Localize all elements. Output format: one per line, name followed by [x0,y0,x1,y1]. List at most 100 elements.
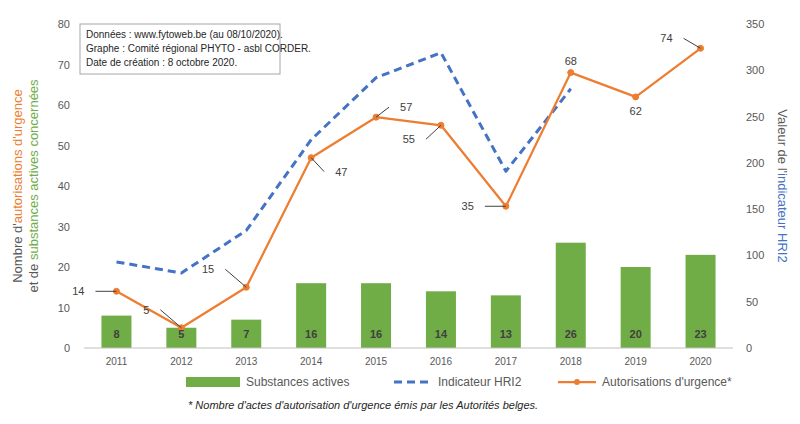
tick-mark [733,301,736,302]
y-tick-label: 20 [58,261,70,273]
y-axis-title-part: autorisations d'urgence [10,89,25,223]
y-tick-label: 0 [64,342,70,354]
bar-label: 5 [178,328,184,340]
line-label: 68 [565,55,577,67]
leader-line [684,38,701,48]
bar [296,283,326,348]
tick-mark [81,267,84,268]
x-tick-label: 2018 [560,356,583,367]
y2-tick-label: 300 [746,64,764,76]
y-tick-label: 30 [58,221,70,233]
plot-area [101,45,715,348]
y2-axis-title: Valeur de l'indicateur HRI2 [775,109,790,262]
leader-line [376,107,389,117]
leader-line [160,310,181,328]
x-tick-label: 2013 [235,356,258,367]
data-labels: 857161614132620231451547575535686274 [72,32,706,340]
tick-mark [733,209,736,210]
y2-axis-title-part: Valeur de l' [775,109,790,173]
line-label: 5 [143,304,149,316]
bar-label: 20 [630,328,642,340]
line-label: 55 [403,133,415,145]
legend-label: Substances actives [246,375,349,389]
tick-mark [81,348,84,349]
y2-tick-label: 200 [746,157,764,169]
leader-line [426,125,441,139]
bar-label: 16 [370,328,382,340]
footnote: * Nombre d'actes d'autorisation d'urgenc… [188,399,538,411]
x-axis [84,348,733,349]
legend-marker [574,379,580,385]
line-label: 62 [630,105,642,117]
line-label: 15 [202,263,214,275]
y-tick-label: 60 [58,99,70,111]
y2-tick-label: 50 [746,296,758,308]
y-axis-title-part: et de [26,260,41,293]
annotation: Date de création : 8 octobre 2020. [86,57,237,68]
legend-label: Autorisations d'urgence* [602,375,732,389]
x-tick-label: 2011 [106,356,128,367]
marker [568,70,574,76]
tick-mark [81,226,84,227]
line-label: 14 [72,285,84,297]
bar-label: 23 [694,328,706,340]
y2-tick-label: 350 [746,18,764,30]
tick-mark [81,105,84,106]
marker [633,94,639,100]
bar [621,267,651,348]
x-tick-label: 2014 [300,356,323,367]
legend-swatch [394,381,432,384]
bar [686,255,716,348]
bar-label: 8 [113,328,119,340]
x-tick-label: 2017 [495,356,518,367]
leader-line [225,269,246,287]
tick-mark [81,186,84,187]
y-axis-title-part: substances actives concernées [26,79,41,260]
tick-mark [733,24,736,25]
tick-mark [733,255,736,256]
tick-mark [733,162,736,163]
line-label: 47 [335,166,347,178]
tick-mark [81,145,84,146]
tick-mark [81,307,84,308]
y-tick-label: 50 [58,140,70,152]
bar-label: 7 [243,328,249,340]
y-axis-title: et de substances actives concernées [26,79,41,293]
leader-line [311,158,324,172]
y-tick-label: 10 [58,302,70,314]
x-tick-label: 2015 [365,356,388,367]
tick-mark [733,70,736,71]
x-tick-label: 2016 [430,356,453,367]
leader-line [95,291,116,292]
y-tick-label: 40 [58,180,70,192]
y-axis-title: Nombre d'autorisations d'urgence [10,89,25,283]
y2-tick-label: 250 [746,111,764,123]
bar [556,243,586,348]
annotation: Données : www.fytoweb.be (au 08/10/2020)… [86,29,283,40]
y2-tick-label: 0 [746,342,752,354]
y2-tick-label: 150 [746,203,764,215]
bar [426,291,456,348]
legend-label: Indicateur HRI2 [438,375,522,389]
y2-axis-title-part: indicateur HRI2 [775,173,790,263]
bar-label: 16 [305,328,317,340]
line-label: 57 [400,101,412,113]
leader-line [485,206,506,207]
bar [491,295,521,348]
bar-label: 14 [435,328,448,340]
y-tick-label: 80 [58,18,70,30]
line-label: 35 [462,200,474,212]
tick-mark [733,348,736,349]
x-tick-label: 2019 [625,356,648,367]
bar-label: 26 [565,328,577,340]
bar-label: 13 [500,328,512,340]
bar [231,320,261,348]
y2-tick-label: 100 [746,249,764,261]
y-axis-title-part: Nombre d' [10,223,25,283]
x-tick-label: 2012 [170,356,193,367]
tick-mark [733,116,736,117]
x-tick-label: 2020 [689,356,712,367]
line-label: 74 [660,32,672,44]
annotation: Graphe : Comité régional PHYTO - asbl CO… [86,43,311,54]
bar [101,316,131,348]
